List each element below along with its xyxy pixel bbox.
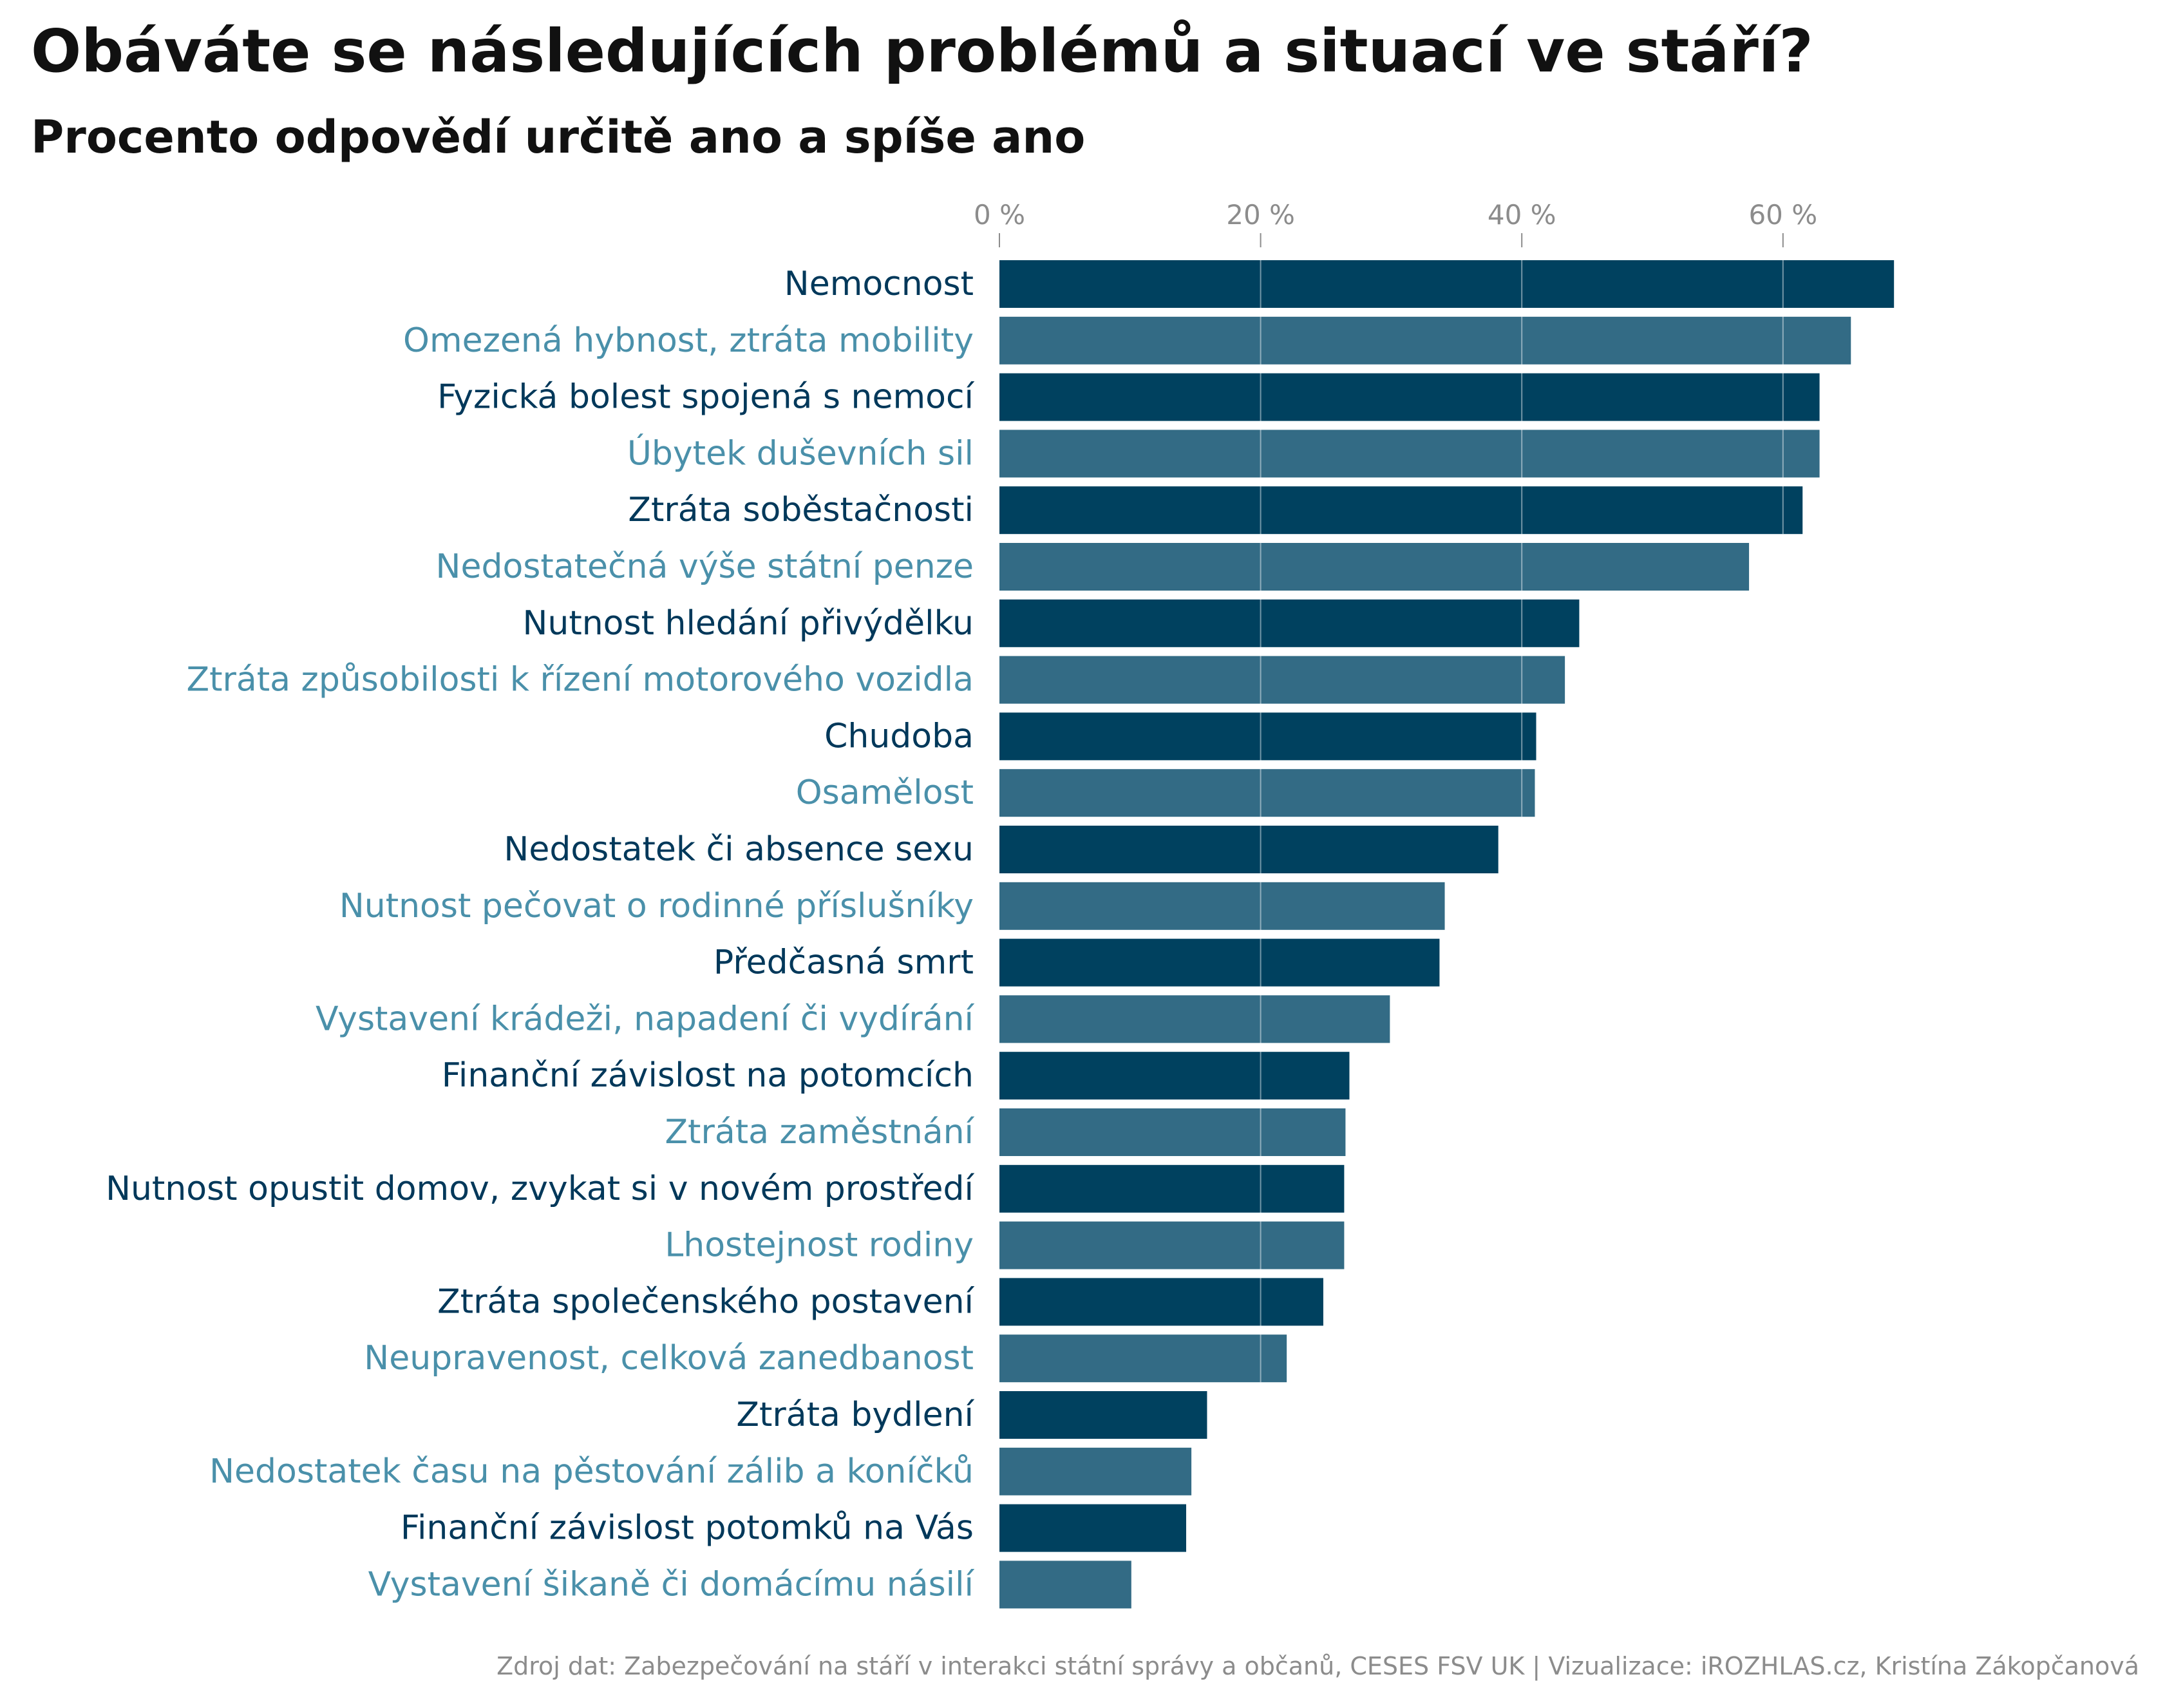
chart-subtitle: Procento odpovědí určitě ano a spíše ano (31, 111, 1086, 164)
category-label: Ztráta zaměstnání (665, 1113, 974, 1152)
category-label: Ztráta soběstačnosti (628, 491, 974, 529)
bar-15 (999, 1052, 1350, 1100)
category-label: Nedostatečná výše státní penze (436, 547, 974, 586)
gridlines (1260, 260, 1784, 1383)
category-label: Vystavení šikaně či domácímu násilí (368, 1565, 975, 1604)
bar-7 (999, 599, 1580, 647)
category-label: Lhostejnost rodiny (665, 1226, 974, 1265)
source-note: Zdroj dat: Zabezpečování na stáří v inte… (496, 1652, 2139, 1680)
x-tick-label: 40 % (1488, 199, 1556, 231)
category-label: Finanční závislost na potomcích (442, 1056, 974, 1095)
x-tick-label: 60 % (1748, 199, 1817, 231)
bar-13 (999, 938, 1440, 987)
category-label: Úbytek duševních sil (627, 433, 974, 473)
x-tick-label: 20 % (1226, 199, 1295, 231)
category-label: Nutnost hledání přivýdělku (522, 604, 974, 643)
category-label: Nutnost opustit domov, zvykat si v novém… (106, 1170, 974, 1208)
bar-6 (999, 543, 1750, 591)
category-label: Ztráta společenského postavení (437, 1282, 974, 1321)
category-label: Nedostatek či absence sexu (504, 830, 974, 869)
bar-2 (999, 316, 1851, 365)
category-label: Předčasná smrt (714, 944, 974, 982)
bar-18 (999, 1221, 1345, 1269)
category-label: Nutnost pečovat o rodinné příslušníky (339, 887, 974, 925)
x-tick-label: 0 % (974, 199, 1025, 231)
bar-22 (999, 1447, 1192, 1495)
bar-24 (999, 1561, 1131, 1609)
bar-4 (999, 430, 1820, 478)
chart-title: Obáváte se následujících problémů a situ… (31, 17, 1813, 86)
x-axis: 0 % 20 % 40 % 60 % (974, 199, 1817, 247)
category-label: Finanční závislost potomků na Vás (401, 1509, 974, 1548)
bar-10 (999, 769, 1535, 817)
bar-1 (999, 260, 1895, 308)
bar-11 (999, 826, 1498, 873)
category-label: Ztráta bydlení (736, 1396, 974, 1434)
bar-14 (999, 995, 1390, 1043)
bar-21 (999, 1391, 1207, 1439)
category-label: Osamělost (796, 773, 974, 812)
category-labels: Nemocnost Omezená hybnost, ztráta mobilit… (106, 265, 974, 1604)
category-label: Nedostatek času na pěstování zálib a kon… (209, 1452, 974, 1491)
bar-17 (999, 1164, 1345, 1213)
category-label: Vystavení krádeži, napadení či vydírání (316, 1000, 975, 1038)
bars (999, 260, 1895, 1609)
bar-8 (999, 656, 1565, 704)
bar-3 (999, 373, 1820, 421)
category-label: Ztráta způsobilosti k řízení motorového … (186, 661, 974, 699)
bar-12 (999, 882, 1445, 930)
bar-20 (999, 1334, 1287, 1383)
category-label: Omezená hybnost, ztráta mobility (403, 321, 974, 360)
bar-23 (999, 1504, 1187, 1552)
category-label: Chudoba (824, 717, 974, 755)
category-label: Nemocnost (784, 265, 974, 303)
category-label: Neupravenost, celková zanedbanost (364, 1339, 974, 1378)
bar-16 (999, 1108, 1346, 1156)
category-label: Fyzická bolest spojená s nemocí (437, 378, 974, 417)
bar-5 (999, 486, 1803, 535)
bar-9 (999, 712, 1536, 761)
bar-19 (999, 1278, 1323, 1326)
